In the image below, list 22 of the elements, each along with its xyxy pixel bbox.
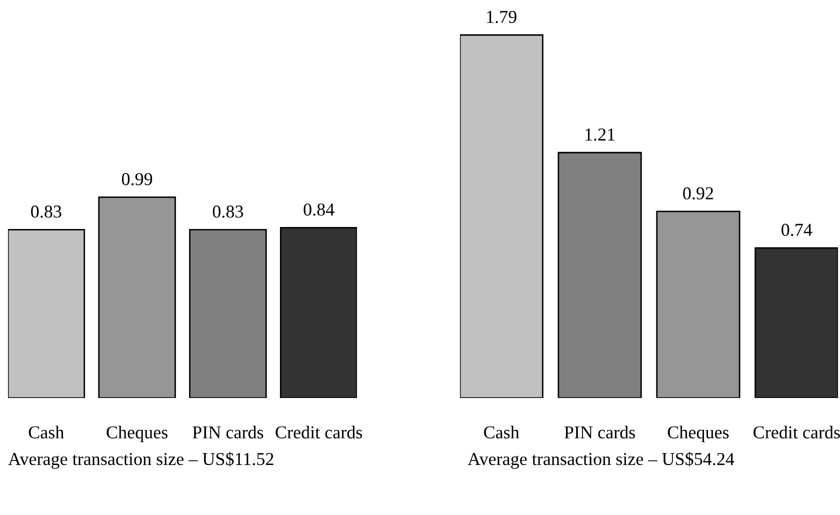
x-tick-label: PIN cards [192,426,264,438]
data-label: 0.99 [122,173,152,186]
data-label: 0.92 [683,187,714,200]
x-tick-label: Credit cards [754,426,840,438]
bar [558,152,642,398]
text: Average transaction size – US$54.24 [468,452,734,469]
x-tick-label: Cash [28,426,64,438]
data-label: 0.83 [31,205,62,218]
bar [754,247,838,398]
x-tick-label: Cheques [106,426,168,442]
x-tick-label: Cash [484,426,520,438]
data-label: 0.74 [782,224,812,236]
x-tick-label: PIN cards [564,426,635,438]
data-label: 0.84 [304,203,334,216]
bar [460,34,544,398]
data-label: 1.21 [586,128,614,141]
bar [656,210,740,398]
data-label: 1.79 [487,10,516,24]
x-tick-label: Credit cards [276,426,362,438]
data-label: 0.83 [212,205,244,218]
x-tick-label: Cheques [668,426,729,442]
text: Average transaction size – US$11.52 [8,452,274,469]
